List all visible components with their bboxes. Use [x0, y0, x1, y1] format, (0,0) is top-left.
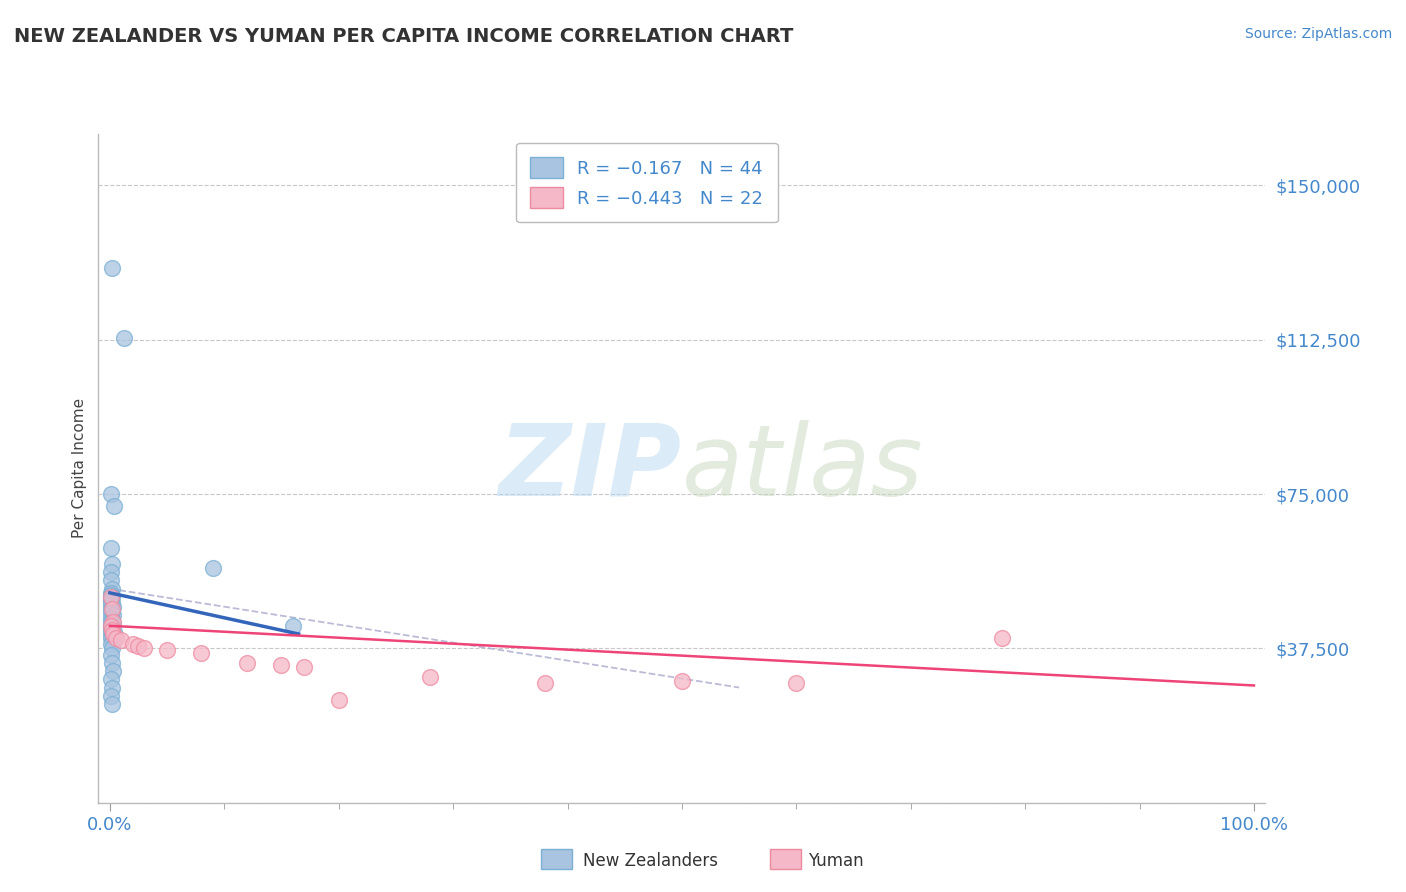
Point: [101, 582, 124, 596]
Point: [100, 627, 122, 641]
Point: [101, 621, 124, 635]
Point: [236, 656, 259, 670]
Point: [100, 631, 122, 645]
Point: [103, 627, 125, 641]
Point: [103, 608, 125, 623]
Text: Yuman: Yuman: [808, 852, 865, 870]
Text: New Zealanders: New Zealanders: [583, 852, 718, 870]
Point: [419, 670, 441, 684]
Point: [101, 613, 124, 627]
Point: [101, 697, 124, 711]
Point: [101, 681, 124, 695]
Point: [101, 623, 124, 637]
Point: [103, 633, 125, 648]
Point: [103, 600, 125, 615]
Point: [100, 689, 122, 703]
Point: [110, 633, 132, 648]
Y-axis label: Per Capita Income: Per Capita Income: [72, 398, 87, 539]
Point: [101, 590, 124, 604]
Point: [100, 637, 122, 651]
Point: [190, 646, 212, 660]
Point: [101, 260, 124, 275]
Point: [100, 598, 122, 612]
Point: [103, 624, 125, 639]
Point: [101, 604, 124, 618]
Text: Source: ZipAtlas.com: Source: ZipAtlas.com: [1244, 27, 1392, 41]
Point: [100, 619, 122, 633]
Point: [100, 588, 122, 602]
Point: [100, 586, 122, 600]
Point: [100, 602, 122, 616]
Point: [103, 664, 125, 678]
Point: [100, 574, 122, 588]
Point: [112, 330, 135, 344]
Point: [100, 615, 122, 629]
FancyBboxPatch shape: [541, 849, 572, 869]
Point: [100, 648, 122, 662]
Point: [100, 619, 122, 633]
Point: [103, 615, 125, 629]
Point: [270, 657, 292, 672]
Point: [100, 594, 122, 608]
Text: ZIP: ZIP: [499, 420, 682, 516]
Point: [100, 592, 122, 607]
Point: [533, 676, 555, 690]
Point: [121, 637, 143, 651]
Point: [103, 500, 125, 514]
Legend: R = −0.167   N = 44, R = −0.443   N = 22: R = −0.167 N = 44, R = −0.443 N = 22: [516, 143, 778, 222]
Point: [100, 541, 122, 555]
Point: [127, 640, 149, 654]
Point: [100, 607, 122, 621]
Point: [100, 590, 122, 604]
Point: [785, 676, 807, 690]
Point: [101, 656, 124, 670]
Point: [101, 629, 124, 643]
Text: atlas: atlas: [682, 420, 924, 516]
Point: [100, 487, 122, 501]
Point: [101, 596, 124, 610]
Point: [100, 673, 122, 687]
Point: [100, 610, 122, 624]
Point: [101, 602, 124, 616]
Point: [991, 631, 1014, 645]
Point: [101, 557, 124, 571]
Point: [328, 693, 350, 707]
Point: [156, 643, 179, 657]
Text: NEW ZEALANDER VS YUMAN PER CAPITA INCOME CORRELATION CHART: NEW ZEALANDER VS YUMAN PER CAPITA INCOME…: [14, 27, 793, 45]
Point: [201, 561, 224, 575]
Point: [134, 641, 156, 656]
Point: [101, 641, 124, 656]
Point: [100, 623, 122, 637]
Point: [671, 674, 693, 689]
Point: [103, 616, 125, 631]
Point: [292, 660, 315, 674]
Point: [104, 631, 127, 645]
Point: [281, 619, 304, 633]
FancyBboxPatch shape: [770, 849, 801, 869]
Point: [100, 566, 122, 580]
